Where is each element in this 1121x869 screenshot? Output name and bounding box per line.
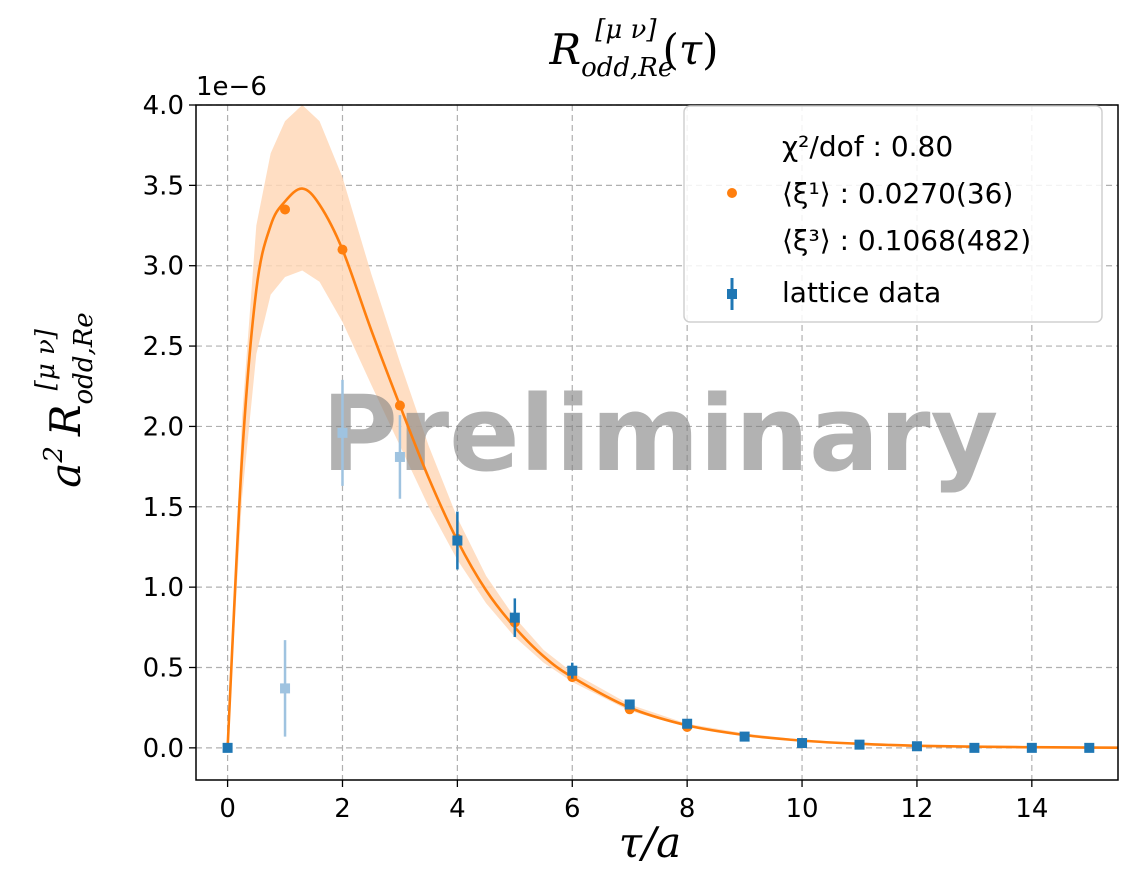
lattice-data-point: [509, 612, 520, 623]
legend: χ²/dof : 0.80 ⟨ξ¹⟩ : 0.0270(36) ⟨ξ³⟩ : 0…: [683, 105, 1103, 323]
x-tick-label: 6: [564, 794, 581, 824]
x-tick-label: 0: [219, 794, 236, 824]
chart-title: Rodd,Re[μ ν] (τ): [548, 15, 718, 83]
legend-chi2: χ²/dof : 0.80: [782, 130, 953, 163]
lattice-data-point: [624, 699, 635, 710]
fit-band: [227, 105, 1118, 748]
x-tick-label: 10: [786, 794, 819, 824]
x-tick-label: 8: [679, 794, 696, 824]
lattice-data-point: [797, 738, 808, 749]
y-tick-label: 3.5: [143, 171, 184, 201]
y-tick-label: 1.0: [143, 573, 184, 603]
preliminary-watermark: Preliminary: [322, 373, 999, 495]
y-tick-label: 0.0: [143, 734, 184, 764]
lattice-data-point: [739, 731, 750, 742]
lattice-data-point: [1026, 742, 1037, 753]
plot-frame: [195, 104, 1119, 781]
y-scale-label: 1e−6: [196, 72, 267, 102]
lattice-data-point: [222, 742, 233, 753]
lattice-data-point: [682, 718, 693, 729]
lattice-data-point: [452, 535, 463, 546]
y-tick-label: 0.5: [143, 654, 184, 684]
lattice-data-point: [969, 742, 980, 753]
legend-data-marker: [727, 289, 737, 299]
y-tick-label: 4.0: [143, 91, 184, 121]
lattice-data-point: [567, 665, 578, 676]
excluded-data-point: [280, 683, 291, 694]
lattice-data-point: [1084, 742, 1095, 753]
lattice-data-points: [222, 379, 1095, 753]
legend-xi1: ⟨ξ¹⟩ : 0.0270(36): [782, 177, 1013, 210]
x-tick-label: 4: [449, 794, 466, 824]
y-tick-label: 2.5: [143, 332, 184, 362]
x-axis-label: τ/a: [619, 818, 681, 867]
fit-curve: [226, 187, 1119, 749]
confidence-band: [227, 105, 1118, 748]
legend-box: [683, 105, 1103, 323]
legend-data-label: lattice data: [782, 276, 941, 309]
lattice-data-point: [911, 741, 922, 752]
x-tick-label: 12: [900, 794, 933, 824]
legend-xi3: ⟨ξ³⟩ : 0.1068(482): [782, 224, 1031, 257]
x-tick-label: 14: [1015, 794, 1048, 824]
svg-text:a2Rodd,Re[μ ν]: a2Rodd,Re[μ ν]: [31, 312, 99, 487]
fit-line: [226, 187, 1119, 749]
lattice-data-point: [854, 739, 865, 750]
y-tick-label: 3.0: [143, 252, 184, 282]
fit-point: [337, 244, 348, 255]
x-tick-label: 2: [334, 794, 351, 824]
y-axis-label: a2Rodd,Re[μ ν]: [31, 312, 99, 487]
excluded-data-point: [394, 451, 405, 462]
y-tick-label: 2.0: [143, 412, 184, 442]
axis-ticks: 0 2 4 6 8 10 12 14 0.0 0.5 1.0 1.5 2.0 2.5 3.0 3.5 4.0: [143, 91, 1049, 824]
legend-fit-marker: [727, 188, 737, 198]
excluded-data-point: [337, 427, 348, 438]
fit-point: [280, 204, 291, 215]
y-tick-label: 1.5: [143, 493, 184, 523]
fit-point: [394, 400, 405, 411]
